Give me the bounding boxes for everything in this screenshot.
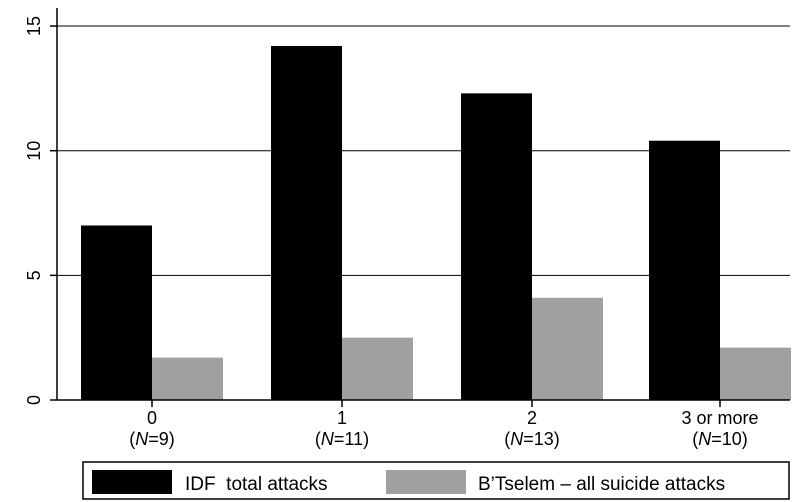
x-tick-sublabel: (N=9) [129,429,175,449]
x-tick-label: 3 or more [681,408,758,428]
y-tick-label: 10 [24,141,44,161]
x-tick-sublabel: (N=11) [315,429,369,449]
legend: IDF total attacks B’Tselem – all suicide… [82,461,790,500]
y-axis-ticks: 0 5 10 15 [24,16,57,405]
bar-btselem-0 [152,357,223,400]
bar-btselem-1 [342,337,413,400]
bar-idf-0 [81,225,152,400]
bars [81,45,791,401]
bar-btselem-3 [720,347,791,400]
y-tick-label: 5 [24,270,44,280]
legend-label-idf: IDF total attacks [185,474,328,495]
x-tick-sublabel: (N=10) [692,429,748,449]
bar-idf-2 [461,93,532,401]
x-tick-label: 0 [147,408,157,428]
legend-swatch-idf [92,470,172,494]
x-tick-label: 2 [527,408,537,428]
y-tick-label: 15 [24,16,44,36]
x-tick-label: 1 [337,408,347,428]
bar-idf-1 [271,45,342,401]
bar-btselem-2 [532,297,603,400]
legend-label-btselem: B’Tselem – all suicide attacks [478,474,725,495]
bar-idf-3 [649,140,720,400]
legend-swatch-btselem [386,470,466,494]
y-tick-label: 0 [24,395,44,405]
x-axis-ticks: 0(N=9) 1(N=11) 2(N=13) 3 or more(N=10) [129,400,759,449]
x-tick-sublabel: (N=13) [504,429,560,449]
